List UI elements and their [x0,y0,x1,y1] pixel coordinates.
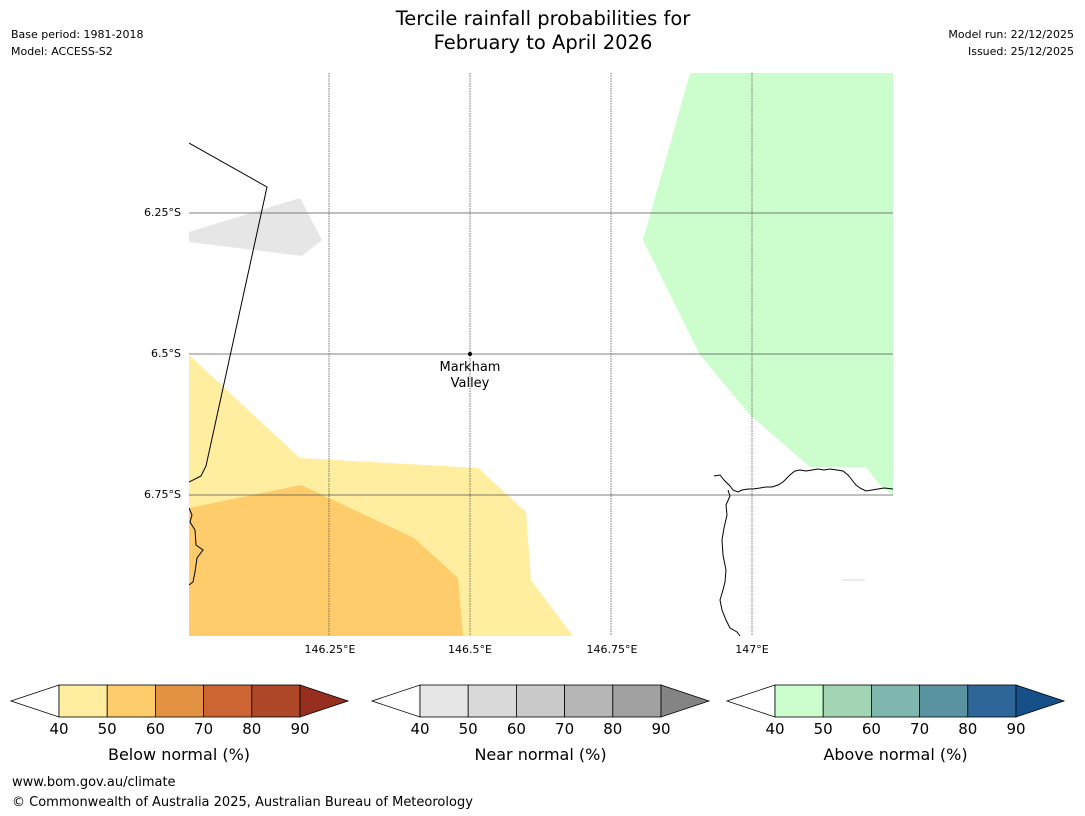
colorbar-below-tick-90: 90 [290,720,310,738]
colorbar-above-label: Above normal (%) [823,745,968,764]
colorbar-near-segment-80 [612,684,662,718]
lon-label-146.5: 146.5°E [448,643,492,656]
colorbar-below-segment-40 [58,684,108,718]
colorbar-above-tick-50: 50 [813,720,833,738]
colorbar-below-tick-80: 80 [242,720,262,738]
colorbar-above-tick-80: 80 [958,720,978,738]
colorbar-above-segment-40 [774,684,824,718]
colorbar-above-tick-90: 90 [1006,720,1026,738]
colorbar-above-segment-60 [871,684,921,718]
place-name-line1: Markham [439,360,501,375]
footer-url[interactable]: www.bom.gov.au/climate [12,775,176,790]
lon-label-147: 147°E [735,643,769,656]
coastlines [189,142,893,636]
colorbar-near [370,684,711,718]
colorbar-near-tick-70: 70 [555,720,575,738]
colorbar-below-max-extend [299,684,350,718]
colorbar-above-tick-40: 40 [765,720,785,738]
colorbar-above-min-extend [725,684,776,718]
header-meta-left: Base period: 1981-2018 Model: ACCESS-S2 [11,26,143,60]
province-border [189,142,268,483]
colorbar-above-tick-70: 70 [910,720,930,738]
model-name: Model: ACCESS-S2 [11,45,113,58]
model-run: Model run: 22/12/2025 [948,28,1074,41]
lon-label-146.25: 146.25°E [304,643,356,656]
map-title-line1: Tercile rainfall probabilities for [395,7,691,30]
colorbar-near-segment-40 [419,684,469,718]
lat-label-6.25: 6.25°S [144,206,181,219]
colorbar-near-tick-50: 50 [458,720,478,738]
place-name-line2: Valley [450,376,490,391]
near-normal-region [189,198,322,256]
colorbar-below-tick-40: 40 [49,720,69,738]
colorbar-below-segment-70 [203,684,253,718]
huon-gulf-coast [713,468,893,493]
colorbar-below-segment-60 [154,684,204,718]
above-normal-region [643,73,893,495]
colorbar-near-tick-60: 60 [506,720,526,738]
colorbar-above-segment-70 [919,684,969,718]
colorbar-near-tick-80: 80 [603,720,623,738]
colorbar-near-tick-90: 90 [651,720,671,738]
colorbar-above-segment-80 [967,684,1017,718]
below-normal-region-50 [189,485,463,636]
colorbar-near-segment-70 [564,684,614,718]
colorbar-near-segment-50 [467,684,517,718]
colorbar-below-segment-50 [106,684,156,718]
place-label-markham-valley: Markham Valley [420,360,520,392]
colorbar-below-segment-80 [251,684,301,718]
forecast-map[interactable] [189,73,893,636]
markham-river-coast [719,489,741,636]
markham-valley-marker[interactable] [468,352,472,356]
base-period: Base period: 1981-2018 [11,28,144,41]
colorbar-strip [9,684,1066,718]
lat-label-6.75: 6.75°S [144,488,181,501]
map-title-line2: February to April 2026 [433,31,653,54]
colorbar-near-label: Near normal (%) [474,745,607,764]
colorbar-near-max-extend [660,684,711,718]
colorbar-below-tick-70: 70 [194,720,214,738]
colorbar-above [725,684,1066,718]
colorbar-below [9,684,350,718]
map-title: Tercile rainfall probabilities for Febru… [243,7,843,55]
west-coast-fragment [189,507,204,586]
colorbar-below-tick-50: 50 [97,720,117,738]
colorbar-near-tick-40: 40 [410,720,430,738]
issued-date: Issued: 25/12/2025 [967,45,1074,58]
colorbar-below-label: Below normal (%) [107,745,251,764]
graticule [189,73,893,636]
colorbar-below-tick-60: 60 [145,720,165,738]
colorbar-above-segment-50 [822,684,872,718]
lon-label-146.75: 146.75°E [586,643,638,656]
colorbar-below-min-extend [9,684,60,718]
header-meta-right: Model run: 22/12/2025 Issued: 25/12/2025 [948,26,1074,60]
colorbar-above-max-extend [1015,684,1066,718]
colorbar-near-segment-60 [516,684,566,718]
footer-copyright: © Commonwealth of Australia 2025, Austra… [12,795,473,810]
colorbar-above-tick-60: 60 [861,720,881,738]
colorbar-near-min-extend [370,684,421,718]
lat-label-6.5: 6.5°S [151,347,181,360]
